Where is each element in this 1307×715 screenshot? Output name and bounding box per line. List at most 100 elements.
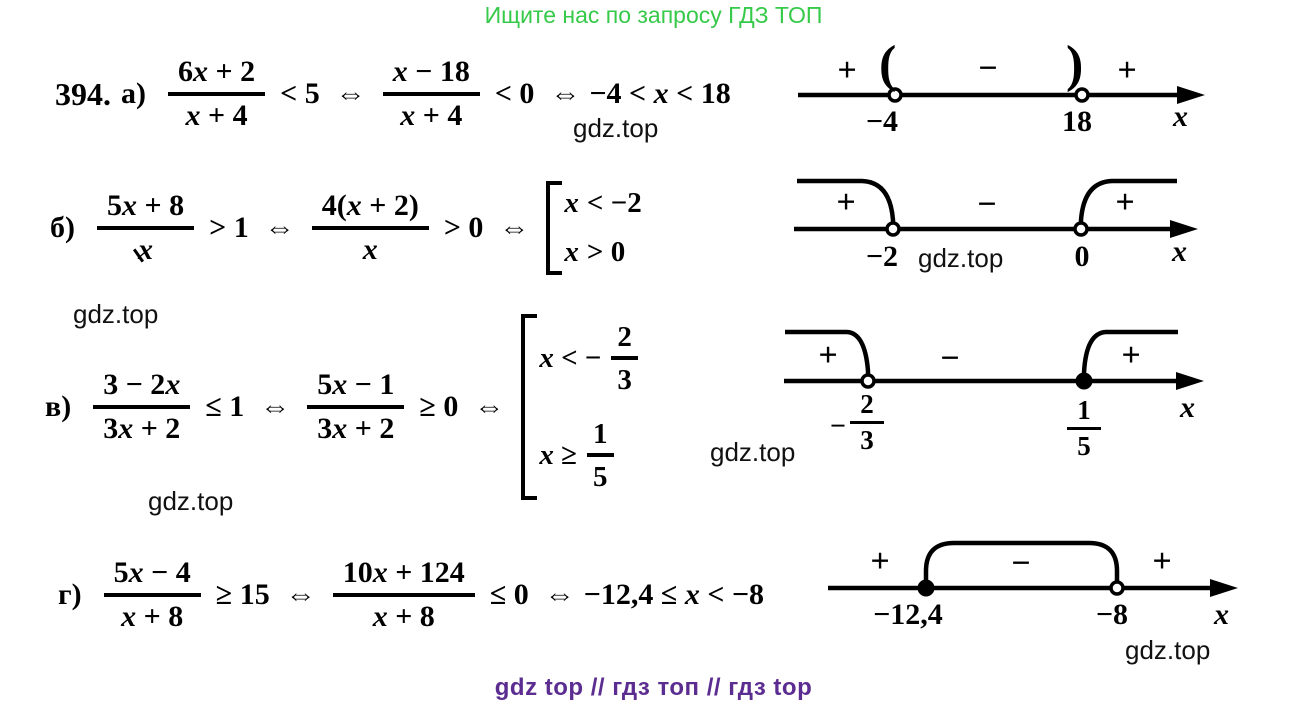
sign-minus: − [940,340,960,377]
axis-arrowhead [1176,372,1204,390]
fraction-numerator: 6x + 2 [168,55,266,96]
sign-plus: + [1121,337,1141,374]
number-line-v-graphic [784,329,1204,390]
fraction: x − 18 x + 4 [382,55,480,133]
fraction-denominator: x + 4 [400,99,463,132]
watermark-gdz-top: gdz.top [148,486,234,516]
sign-plus: + [836,184,856,221]
watermark-gdz-top: gdz.top [573,113,659,143]
fraction-denominator: 5 [1077,431,1091,461]
fraction: 5x − 1 3x + 2 [307,368,405,446]
open-point [887,87,903,103]
filled-point [917,579,935,597]
fraction: 4(x + 2) x [311,189,429,267]
fraction: 5x − 4 x + 8 [103,556,201,634]
part-label-v: в) [45,390,72,423]
relation: < 5 [280,77,320,110]
case-text: x ≥ [539,439,578,471]
fraction-denominator: x + 8 [121,600,184,633]
sign-curve-left [785,329,871,374]
fraction-numerator: 2 [611,320,638,360]
sign-plus: + [1152,543,1172,580]
sign-minus: − [977,186,997,223]
open-point [1109,580,1125,596]
equivalence-arrow: ⇔ [264,211,295,244]
fraction-denominator: 3 [617,364,632,396]
watermark-gdz-top: gdz.top [73,299,159,329]
case-condition: x < −2 [564,187,642,219]
relation: ≥ 15 [215,578,270,611]
fraction-numerator: 5x − 4 [103,556,201,597]
watermark-gdz-top: gdz.top [918,243,1004,273]
axis-variable-label: x [1180,391,1195,424]
open-point [1074,87,1090,103]
sign-curve-right [1078,178,1177,222]
solution-row-v: в) 3 − 2x 3x + 2 ≤ 1 ⇔ 5x − 1 3x + 2 ≥ 0… [45,312,640,502]
relation: > 0 [443,211,484,244]
point-label: 18 [1062,105,1092,138]
fraction-numerator: 5x − 1 [307,368,405,409]
number-line-b-graphic [794,178,1198,238]
answer-interval: −4 < x < 18 [589,77,731,110]
sign-plus: + [870,543,890,580]
sign-minus: − [978,50,998,87]
interval-close-paren: ) [1066,36,1084,93]
fraction: 5x + 8 x [97,189,195,267]
case-system: x < − 2 3 x ≥ 1 5 [521,314,640,500]
axis-variable-label: x [1214,598,1229,631]
fraction-numerator: 3 − 2x [93,368,191,409]
equivalence-arrow: ⇔ [260,390,291,423]
axis-arrowhead [1177,86,1205,104]
sign-plus: + [837,52,857,89]
fraction: 1 5 [587,417,614,494]
number-line-g: + − + −12,4 −8 x gdz.top [820,525,1307,670]
open-point [860,373,876,389]
fraction-denominator: 3x + 2 [103,412,181,445]
fraction-numerator: 10x + 124 [332,556,475,597]
open-point [1073,221,1089,237]
fraction-denominator: 5 [593,461,608,493]
equivalence-arrow: ⇔ [474,390,505,423]
point-label-minus: − [830,411,846,442]
axis-variable-label: x [1172,235,1187,268]
fraction-numerator: 5x + 8 [97,189,195,230]
number-line-g-graphic [828,540,1238,597]
axis-arrowhead [1170,220,1198,238]
fraction-denominator: x + 8 [372,600,435,633]
case-condition: x ≥ 1 5 [539,417,640,494]
sign-plus: + [1115,184,1135,221]
filled-point [1075,372,1093,390]
sign-curve-left [797,178,896,222]
sign-plus: + [818,337,838,374]
point-label-fraction: 2 3 [850,390,884,455]
equivalence-arrow: ⇔ [335,77,366,110]
footer-brand-line: gdz top // гдз топ // гдз top [494,674,813,701]
sign-arc [923,540,1120,581]
watermark-gdz-top: gdz.top [1125,635,1211,665]
fraction-numerator: 4(x + 2) [311,189,429,230]
axis-variable-label: x [1173,100,1188,133]
sign-plus: + [1117,52,1137,89]
relation: ≤ 1 [205,390,245,423]
part-label-b: б) [50,211,75,244]
relation: < 0 [494,77,535,110]
point-label: 0 [1074,240,1090,273]
problem-number: 394. [55,75,111,112]
case-text: x < − [539,342,602,374]
point-label: −8 [1095,598,1129,631]
relation: ≥ 0 [419,390,459,423]
fraction: 2 3 [611,320,638,397]
fraction-denominator: 3x + 2 [317,412,395,445]
equivalence-arrow: ⇔ [285,578,316,611]
part-label-g: г) [58,578,82,611]
fraction: 10x + 124 x + 8 [332,556,475,634]
case-condition: x < − 2 3 [539,320,640,397]
fraction-denominator: 3 [860,425,874,455]
fraction-numerator: 1 [587,417,614,457]
fraction-numerator: x − 18 [382,55,480,96]
case-condition: x > 0 [564,236,626,268]
equivalence-arrow: ⇔ [499,211,530,244]
fraction: 3 − 2x 3x + 2 [93,368,191,446]
case-system: x < −2 x > 0 [546,181,642,275]
answer-interval: −12,4 ≤ x < −8 [583,578,765,611]
